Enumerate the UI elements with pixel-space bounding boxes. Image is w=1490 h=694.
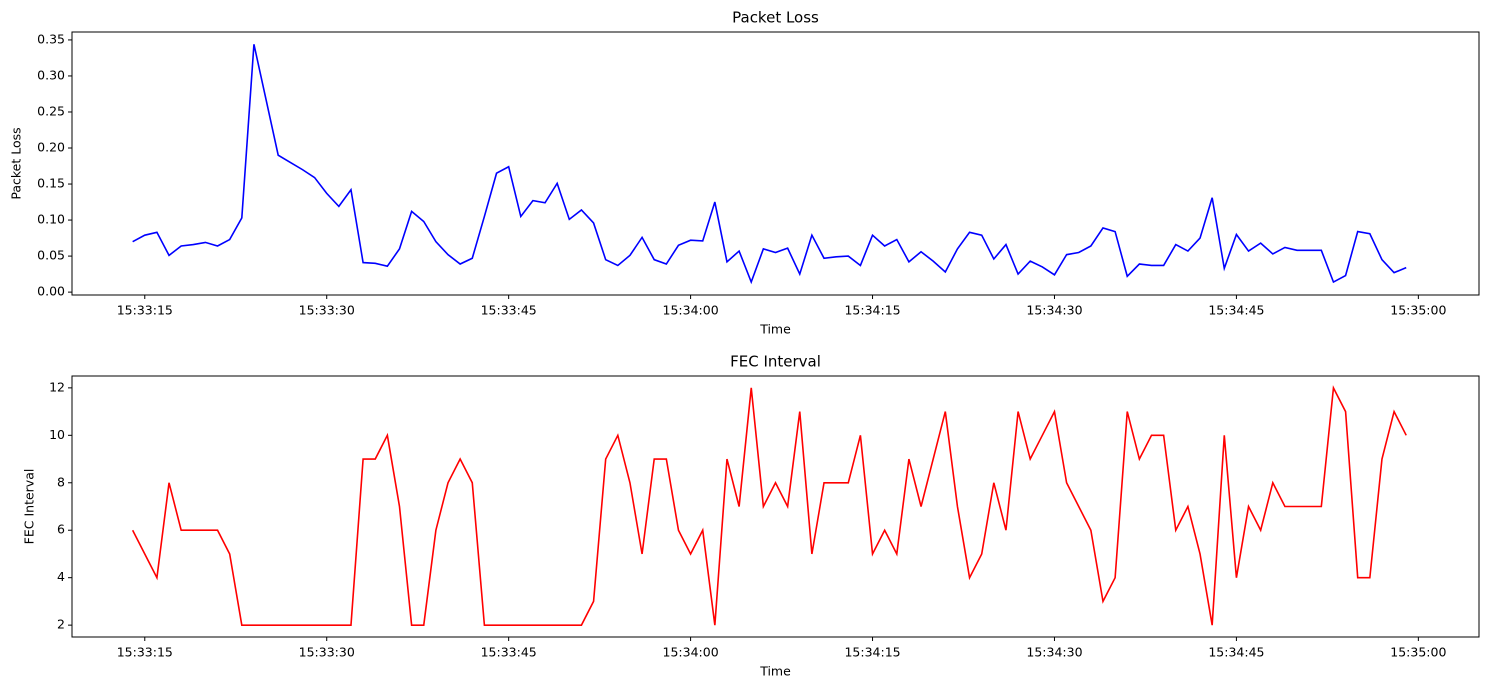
- y-tick-label: 8: [57, 474, 65, 489]
- x-tick-label: 15:34:30: [1026, 303, 1082, 318]
- x-tick-label: 15:33:30: [299, 303, 355, 318]
- y-tick-label: 0.00: [37, 284, 65, 299]
- x-tick-label: 15:34:00: [663, 645, 719, 660]
- chart-title: Packet Loss: [732, 9, 819, 27]
- y-tick-label: 4: [57, 569, 65, 584]
- y-tick-label: 0.25: [37, 103, 65, 118]
- data-line: [132, 44, 1407, 285]
- x-tick-label: 15:33:45: [481, 303, 537, 318]
- axes-frame: [71, 31, 1480, 296]
- x-tick-label: 15:33:30: [299, 645, 355, 660]
- x-axis-label: Time: [759, 322, 791, 337]
- x-tick-label: 15:33:45: [481, 645, 537, 660]
- x-axis-label: Time: [759, 664, 791, 679]
- y-tick-label: 0.30: [37, 67, 65, 82]
- x-tick-label: 15:34:15: [844, 303, 900, 318]
- x-tick-label: 15:35:00: [1390, 645, 1446, 660]
- x-tick-label: 15:33:15: [117, 645, 173, 660]
- x-tick-label: 15:34:45: [1208, 303, 1264, 318]
- x-tick-label: 15:34:45: [1208, 645, 1264, 660]
- y-tick-label: 0.35: [37, 31, 65, 46]
- x-tick-label: 15:35:00: [1390, 303, 1446, 318]
- y-tick-label: 10: [49, 427, 65, 442]
- y-axis-label: Packet Loss: [9, 127, 24, 199]
- chart-title: FEC Interval: [730, 353, 821, 371]
- x-tick-label: 15:34:15: [844, 645, 900, 660]
- data-line: [131, 385, 1407, 626]
- x-tick-label: 15:34:00: [663, 303, 719, 318]
- y-tick-label: 0.05: [37, 248, 65, 263]
- y-tick-label: 2: [57, 617, 65, 632]
- y-tick-label: 0.15: [37, 176, 65, 191]
- y-tick-label: 0.10: [37, 212, 65, 227]
- x-tick-label: 15:34:30: [1026, 645, 1082, 660]
- y-tick-label: 0.20: [37, 140, 65, 155]
- y-tick-label: 6: [57, 522, 65, 537]
- axes-frame: [71, 375, 1480, 638]
- y-axis-label: FEC Interval: [22, 469, 37, 545]
- x-tick-label: 15:33:15: [117, 303, 173, 318]
- y-tick-label: 12: [49, 379, 65, 394]
